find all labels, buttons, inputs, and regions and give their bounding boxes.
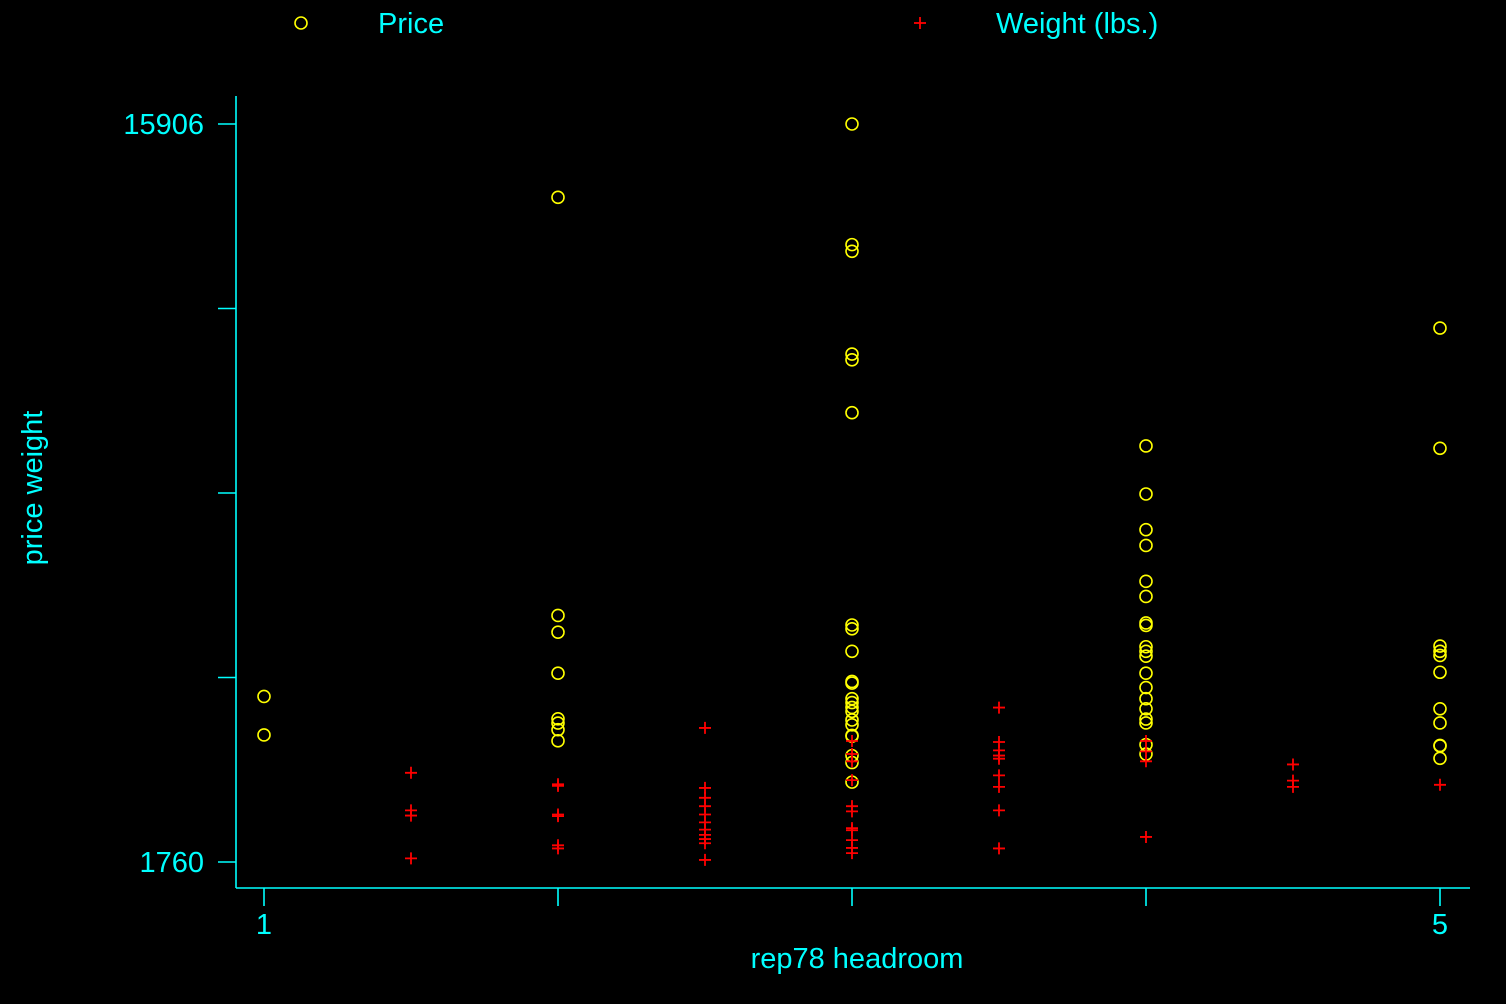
point-price: [1139, 487, 1153, 501]
point-price: [845, 244, 859, 259]
point-price: [1139, 618, 1153, 633]
point-price: [1139, 701, 1153, 716]
point-price: [1139, 589, 1153, 604]
point-price: [1139, 439, 1153, 453]
point-price: [551, 608, 565, 623]
point-weight: [405, 809, 417, 822]
point-weight: [1140, 734, 1152, 747]
point-weight: [846, 847, 858, 860]
point-price: [1139, 522, 1153, 537]
point-price: [845, 695, 859, 710]
point-price: [1433, 716, 1447, 730]
point-price: [845, 644, 859, 659]
point-price: [845, 674, 859, 689]
point-weight: [699, 853, 711, 866]
point-price: [1139, 716, 1153, 730]
x-tick-label: 5: [1432, 909, 1448, 941]
point-price: [845, 713, 859, 727]
point-price: [1433, 665, 1447, 680]
x-tick-label: 1: [256, 909, 272, 941]
point-price: [1139, 691, 1153, 706]
point-price: [551, 722, 565, 737]
point-price: [1433, 648, 1447, 663]
point-weight: [1434, 778, 1446, 791]
point-price: [1139, 639, 1153, 654]
point-price: [1139, 712, 1153, 726]
point-weight: [405, 766, 417, 779]
plot-points: [257, 117, 1447, 866]
point-weight: [699, 837, 711, 850]
point-weight: [552, 779, 564, 792]
point-weight: [993, 804, 1005, 817]
point-price: [551, 716, 565, 730]
point-price: [1433, 441, 1447, 456]
y-axis-label: price weight: [17, 411, 49, 566]
x-axis-label: rep78 headroom: [751, 943, 964, 975]
legend-marker-weight: [914, 17, 926, 29]
point-weight: [846, 805, 858, 818]
legend-marker-price: [294, 16, 308, 30]
point-price: [1433, 639, 1447, 653]
point-weight: [993, 780, 1005, 793]
point-weight: [846, 774, 858, 787]
point-weight: [846, 755, 858, 768]
point-price: [845, 704, 859, 719]
y-tick-label: 15906: [123, 109, 204, 141]
point-price: [1433, 321, 1447, 335]
point-price: [551, 734, 565, 748]
point-price: [1433, 751, 1447, 766]
point-price: [1139, 644, 1153, 659]
point-price: [1139, 538, 1153, 553]
point-weight: [846, 734, 858, 747]
legend-label-price: Price: [378, 8, 444, 40]
point-weight: [993, 701, 1005, 714]
point-price: [845, 117, 859, 131]
point-price: [1139, 680, 1153, 695]
point-price: [551, 712, 565, 726]
point-price: [845, 405, 859, 420]
point-price: [845, 347, 859, 361]
legend: Price Weight (lbs.): [294, 8, 1158, 40]
point-price: [257, 728, 271, 742]
point-price: [1139, 666, 1153, 680]
point-price: [845, 237, 859, 252]
point-price: [1433, 644, 1447, 659]
point-price: [551, 625, 565, 639]
point-weight: [1287, 780, 1299, 793]
legend-label-weight: Weight (lbs.): [996, 8, 1158, 40]
point-weight: [552, 810, 564, 823]
point-weight: [699, 721, 711, 734]
y-axis: 1760 15906: [123, 96, 237, 888]
point-weight: [993, 769, 1005, 782]
point-price: [551, 666, 565, 680]
point-weight: [1287, 758, 1299, 771]
point-price: [1433, 701, 1447, 716]
point-price: [551, 190, 565, 205]
point-weight: [993, 752, 1005, 765]
point-weight: [405, 852, 417, 865]
point-price: [845, 618, 859, 632]
point-weight: [552, 842, 564, 855]
point-price: [257, 689, 271, 704]
point-weight: [1140, 830, 1152, 843]
point-price: [845, 622, 859, 636]
point-price: [1139, 574, 1153, 589]
point-price: [845, 353, 859, 367]
y-tick-label: 1760: [139, 847, 204, 879]
point-price: [1139, 649, 1153, 663]
point-weight: [1140, 755, 1152, 768]
point-weight: [993, 842, 1005, 855]
